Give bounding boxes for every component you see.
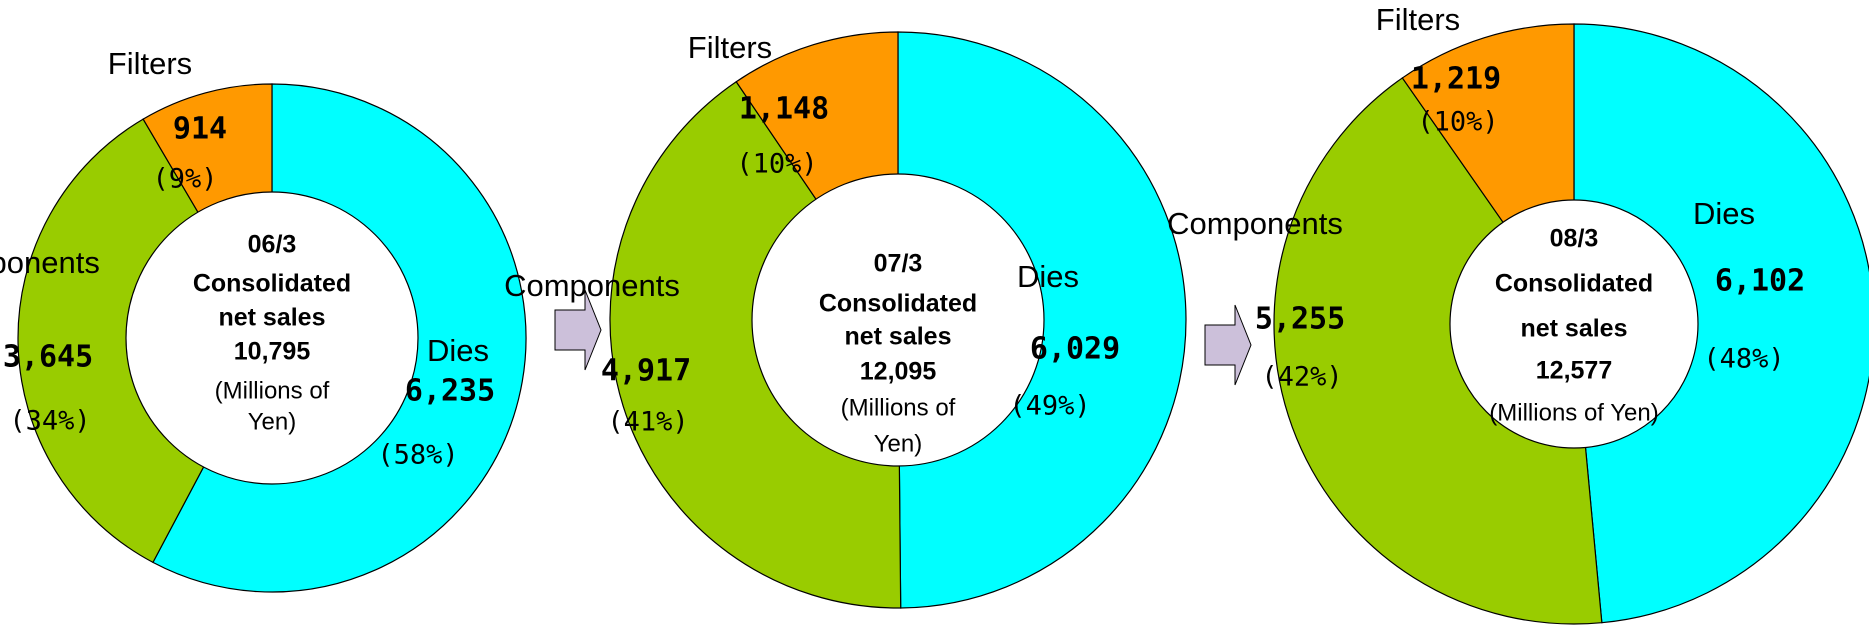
donut-hole — [752, 174, 1044, 466]
value-label-components: 4,917 — [601, 354, 691, 389]
percent-label-filters: (10%) — [736, 149, 817, 180]
percent-label-components: (42%) — [1261, 362, 1342, 393]
center-label-line: 08/3 — [1550, 225, 1599, 253]
donut-chart-1: 06/3 Consolidated net sales 10,795 (Millions… — [0, 46, 526, 592]
center-label-line: 12,577 — [1536, 357, 1612, 385]
center-label-line: net sales — [1520, 315, 1627, 343]
value-label-dies: 6,235 — [405, 374, 495, 409]
value-label-filters: 914 — [173, 112, 227, 147]
donut-chart-3: 08/3 Consolidated net sales 12,577 (Millions… — [1167, 2, 1869, 624]
transition-arrow-2 — [1205, 305, 1251, 385]
category-label-dies: Dies — [1017, 259, 1079, 294]
percent-label-filters: (9%) — [152, 164, 217, 195]
center-label-line: Consolidated — [819, 290, 977, 318]
category-label-components: Components — [1167, 206, 1343, 241]
category-label-components: Components — [0, 245, 100, 280]
category-label-filters: Filters — [1376, 2, 1460, 37]
category-label-components: Components — [504, 268, 680, 303]
value-label-dies: 6,102 — [1715, 264, 1805, 299]
percent-label-dies: (58%) — [377, 440, 458, 471]
value-label-components: 5,255 — [1255, 302, 1345, 337]
value-label-dies: 6,029 — [1030, 332, 1120, 367]
center-note-line: (Millions of — [215, 377, 330, 404]
center-label-line: net sales — [218, 304, 325, 332]
category-label-dies: Dies — [427, 333, 489, 368]
percent-label-filters: (10%) — [1417, 107, 1498, 138]
center-note-line: (Millions of — [841, 394, 956, 421]
center-label-line: 06/3 — [248, 231, 297, 259]
center-label-line: Consolidated — [193, 270, 351, 298]
center-label-line: 10,795 — [234, 338, 311, 366]
category-label-dies: Dies — [1693, 196, 1755, 231]
center-note-line: (Millions of Yen) — [1489, 399, 1658, 426]
center-label-line: 12,095 — [860, 358, 937, 386]
center-note-line: Yen) — [248, 408, 297, 435]
center-label-line: 07/3 — [874, 250, 923, 278]
category-label-filters: Filters — [688, 30, 772, 65]
percent-label-components: (34%) — [9, 406, 90, 437]
value-label-components: 3,645 — [3, 340, 93, 375]
center-note-line: Yen) — [874, 430, 923, 457]
percent-label-dies: (48%) — [1703, 344, 1784, 375]
percent-label-components: (41%) — [607, 407, 688, 438]
value-label-filters: 1,148 — [739, 92, 829, 127]
percent-label-dies: (49%) — [1009, 391, 1090, 422]
center-label-line: net sales — [844, 323, 951, 351]
center-label-line: Consolidated — [1495, 270, 1653, 298]
category-label-filters: Filters — [108, 46, 192, 81]
donut-chart-2: 07/3 Consolidated net sales 12,095 (Millions… — [504, 30, 1186, 608]
value-label-filters: 1,219 — [1411, 62, 1501, 97]
